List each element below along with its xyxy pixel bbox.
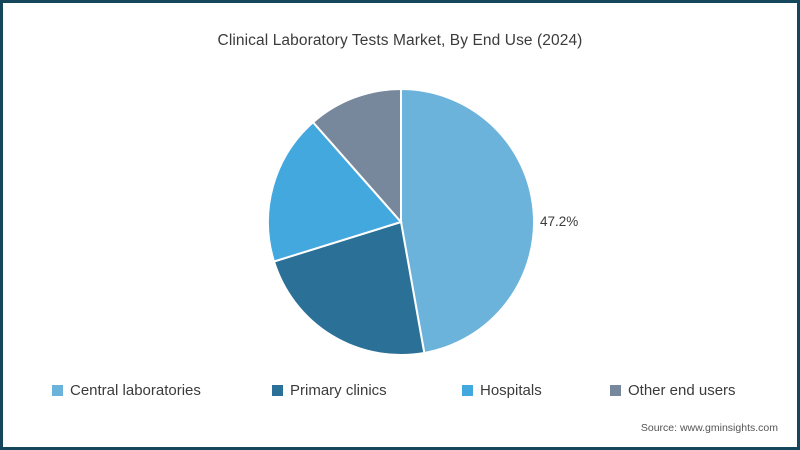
- legend-item-central-laboratories[interactable]: Central laboratories: [52, 382, 201, 399]
- legend-label-other-end-users: Other end users: [628, 382, 736, 399]
- pie-slice[interactable]: [311, 87, 402, 225]
- legend-item-other-end-users[interactable]: Other end users: [610, 382, 736, 399]
- pie-slice[interactable]: [267, 120, 403, 263]
- legend-label-primary-clinics: Primary clinics: [290, 382, 387, 399]
- page-title: Clinical Laboratory Tests Market, By End…: [217, 32, 583, 49]
- data-label-central-laboratories: 47.2%: [540, 214, 579, 229]
- legend-swatch-icon-hospitals: [462, 385, 473, 396]
- legend-swatch-icon-central-laboratories: [52, 385, 63, 396]
- legend-item-primary-clinics[interactable]: Primary clinics: [272, 382, 387, 399]
- source-attribution: Source: www.gminsights.com: [640, 422, 778, 434]
- legend-label-central-laboratories: Central laboratories: [70, 382, 201, 399]
- pie-slice[interactable]: [400, 87, 535, 355]
- legend-item-hospitals[interactable]: Hospitals: [462, 382, 542, 399]
- legend-swatch-icon-other-end-users: [610, 385, 621, 396]
- pie-slice-group: [267, 87, 535, 356]
- pie-slice[interactable]: [272, 220, 426, 356]
- chart-legend: Central laboratories Primary clinics Hos…: [50, 382, 750, 404]
- legend-swatch-icon-primary-clinics: [272, 385, 283, 396]
- legend-label-hospitals: Hospitals: [480, 382, 542, 399]
